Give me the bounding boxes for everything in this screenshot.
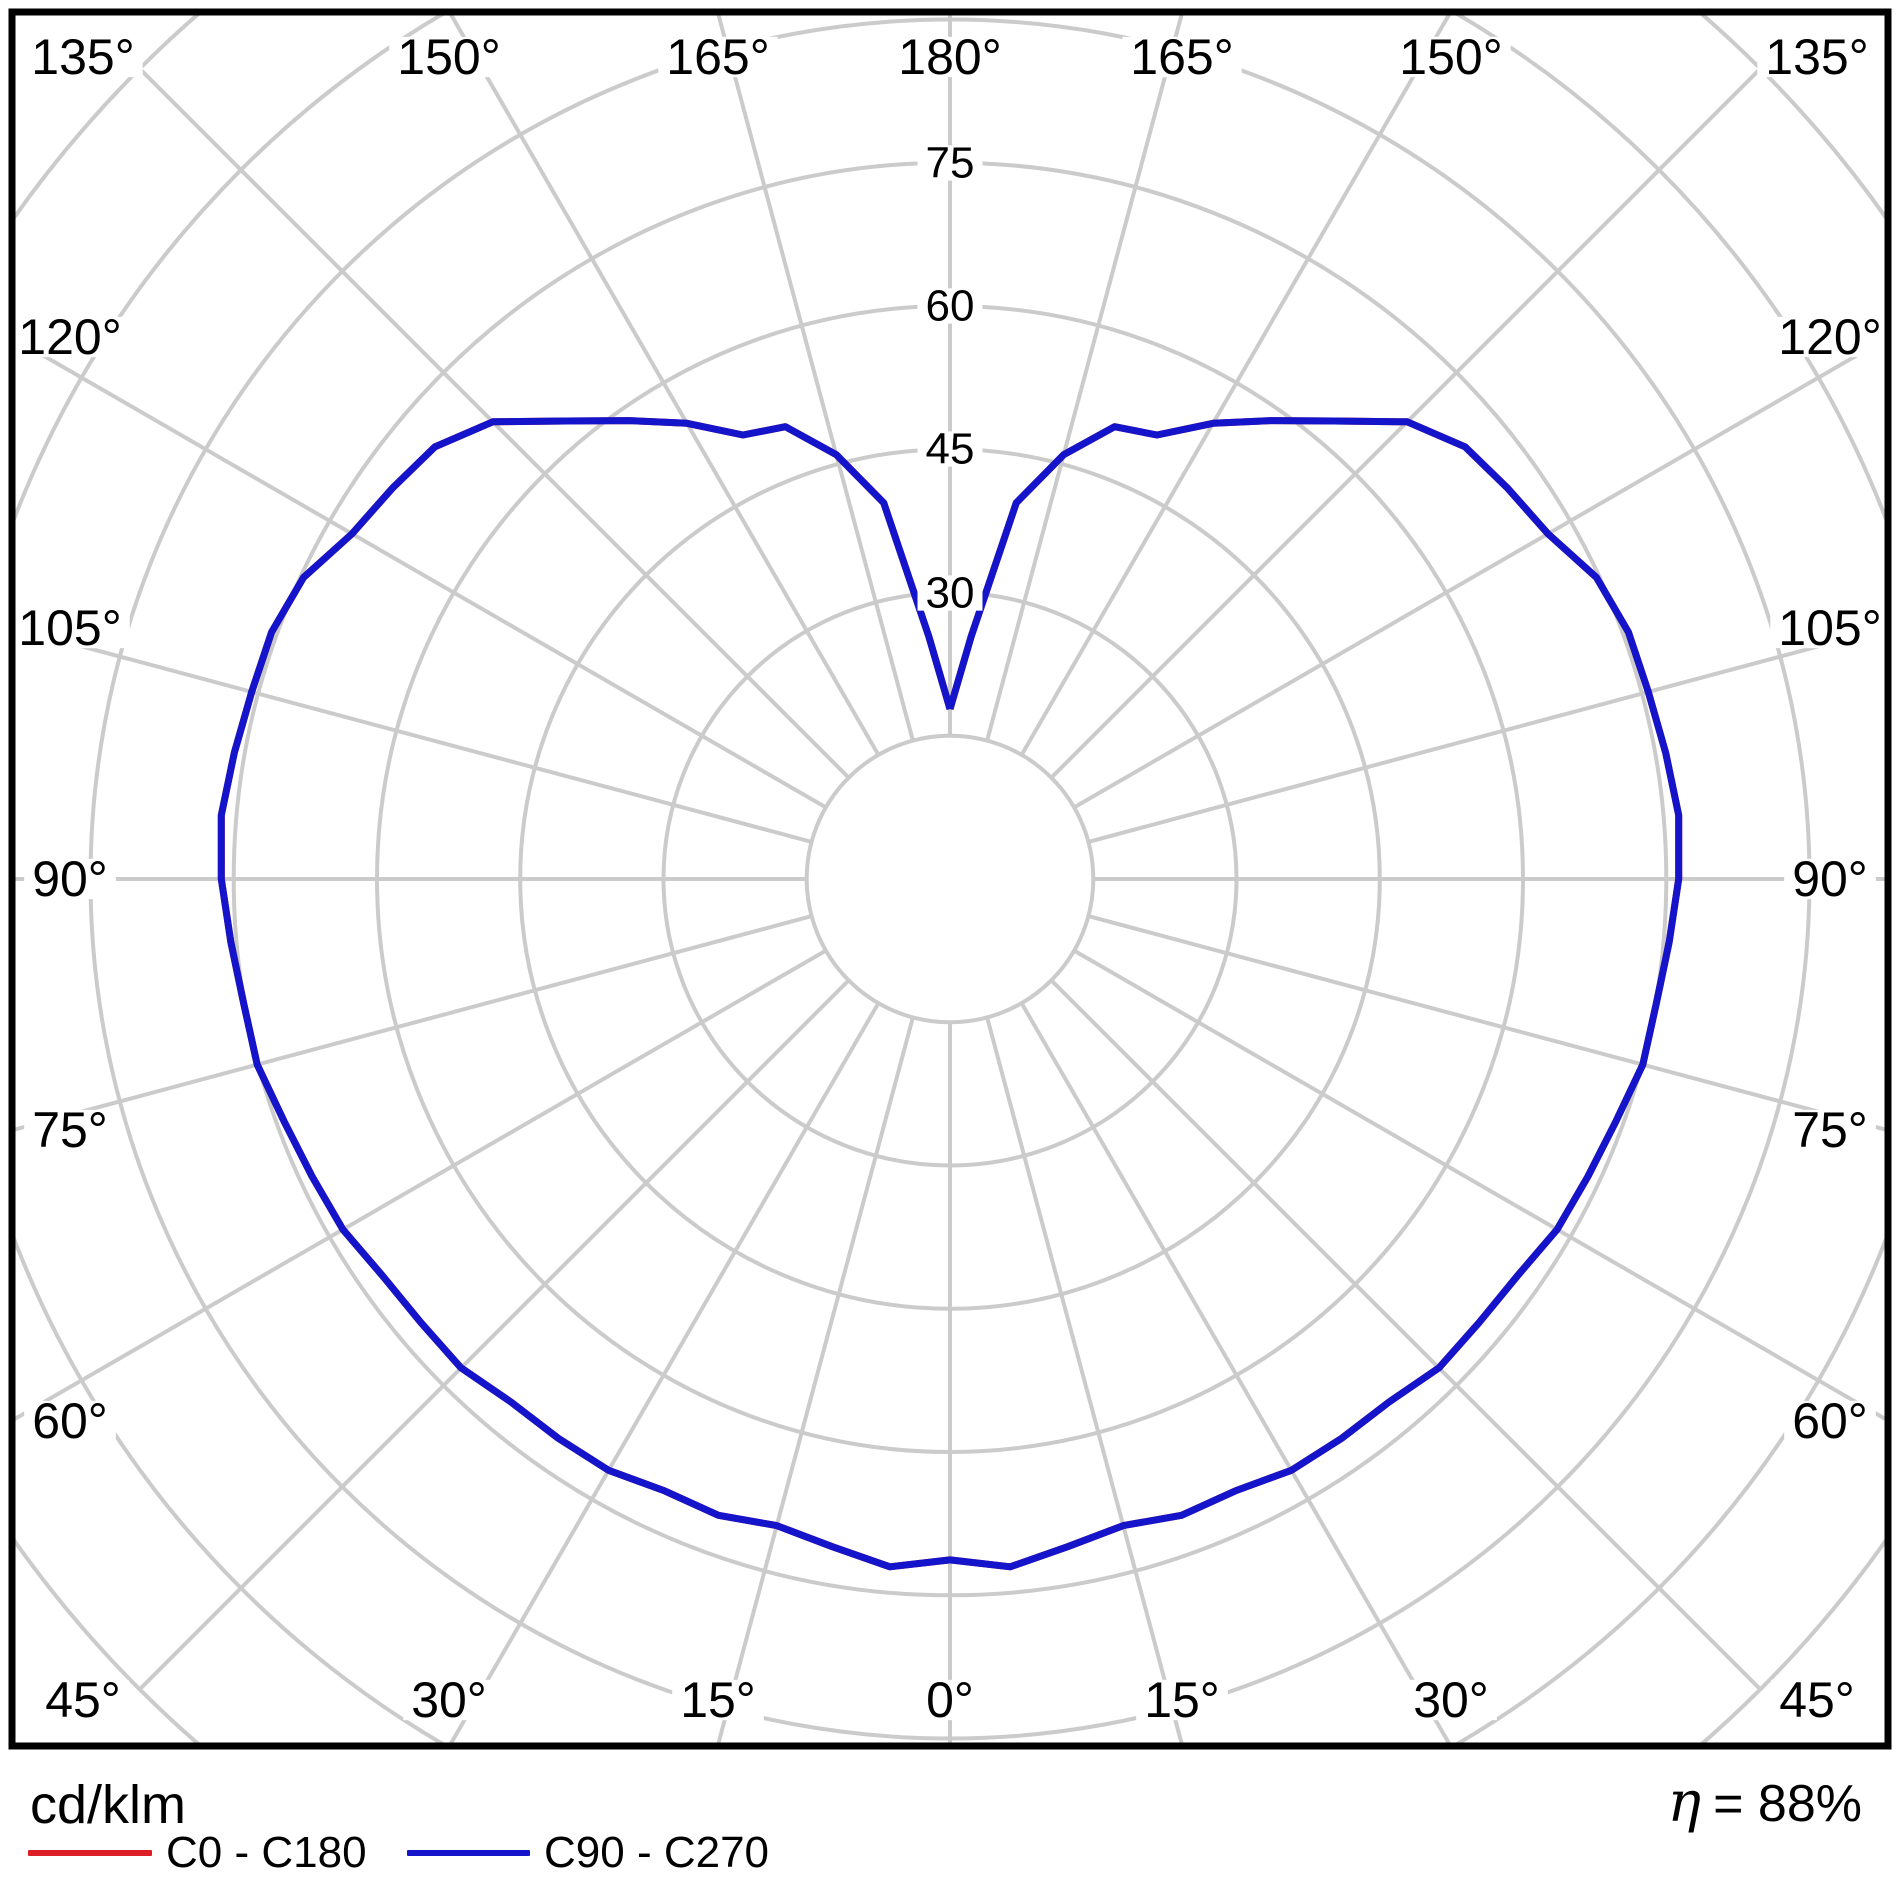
angle-label-left-60-bg (24, 1400, 116, 1442)
radial-label-75: 75 (926, 139, 975, 188)
legend-item-c0-c180: C0 - C180 (28, 1828, 367, 1878)
grid-spoke-300 (12, 948, 827, 1423)
angle-label-left-30: 30° (411, 1672, 487, 1728)
angle-label-left-30-bg (403, 1679, 495, 1721)
labels: 0° 15° 15° 30° 30° 45° 45° 60° 60° 75° 75° 90° 90° 10… (10, 29, 1890, 1728)
angle-label-left-75: 75° (32, 1102, 108, 1158)
radial-label-45-bg (917, 431, 983, 467)
angle-label-left-45: 45° (45, 1672, 121, 1728)
angle-label-left-150-bg (389, 36, 509, 78)
radial-label-30: 30 (926, 569, 975, 618)
angle-label-left-135-bg (23, 36, 143, 78)
angle-label-right-90-bg (1784, 858, 1876, 900)
legend: C0 - C180 C90 - C270 (0, 1828, 1900, 1888)
radial-label-30-bg (917, 575, 983, 611)
angle-label-right-60-bg (1784, 1400, 1876, 1442)
unit-label: cd/klm (30, 1775, 187, 1835)
angle-label-axis-0: 0° (926, 1672, 974, 1728)
red-line-swatch (28, 1850, 152, 1856)
eta-value: = 88% (1713, 1775, 1862, 1833)
grid-spoke-165 (985, 12, 1185, 742)
grid-spoke-75 (1087, 914, 1888, 1133)
angle-label-axis-180: 180° (898, 29, 1001, 85)
angle-label-right-165: 165° (1130, 29, 1233, 85)
grid-spoke-60 (1073, 948, 1888, 1423)
curve-c90-c270 (217, 417, 1683, 1571)
grid-spoke-240 (12, 335, 827, 810)
angle-label-axis-0-bg (918, 1679, 982, 1721)
angle-label-right-150-bg (1391, 36, 1511, 78)
angle-label-left-105: 105° (18, 600, 121, 656)
grid-spoke-105 (1087, 625, 1888, 844)
radial-label-45: 45 (926, 425, 975, 474)
angle-label-right-15-bg (1136, 1679, 1228, 1721)
angle-label-right-105-bg (1770, 607, 1890, 649)
angle-label-left-165: 165° (666, 29, 769, 85)
angle-label-left-150: 150° (397, 29, 500, 85)
angle-label-right-120-bg (1770, 316, 1890, 358)
angle-label-right-135-bg (1757, 36, 1877, 78)
angle-label-left-90: 90° (32, 851, 108, 907)
angle-label-right-75-bg (1784, 1109, 1876, 1151)
angle-label-right-30: 30° (1413, 1672, 1489, 1728)
angle-label-left-90-bg (24, 858, 116, 900)
grid-spoke-15 (985, 1016, 1185, 1746)
angle-label-right-90: 90° (1792, 851, 1868, 907)
angle-label-left-120-bg (10, 316, 130, 358)
angle-label-right-75: 75° (1792, 1102, 1868, 1158)
grid-spoke-285 (12, 914, 813, 1133)
angle-label-left-75-bg (24, 1109, 116, 1151)
angle-label-right-120: 120° (1778, 309, 1881, 365)
blue-line-swatch (407, 1850, 530, 1856)
angle-label-right-135: 135° (1765, 29, 1868, 85)
angle-label-left-120: 120° (18, 309, 121, 365)
plot-border (8, 8, 1892, 1750)
grid-spoke-30 (1019, 1002, 1453, 1746)
angle-label-left-45-bg (37, 1679, 129, 1721)
angle-label-axis-180-bg (890, 36, 1010, 78)
grid-ring-15 (804, 733, 1096, 1025)
angle-label-left-60: 60° (32, 1393, 108, 1449)
angle-label-left-165-bg (658, 36, 778, 78)
legend-label-c90-c270: C90 - C270 (544, 1828, 770, 1877)
curves (217, 417, 1683, 1571)
angle-label-right-30-bg (1405, 1679, 1497, 1721)
angle-label-left-15: 15° (680, 1672, 756, 1728)
angle-label-right-150: 150° (1399, 29, 1502, 85)
angle-label-right-45-bg (1771, 1679, 1863, 1721)
grid-spoke-330 (447, 1002, 881, 1746)
angle-label-right-60: 60° (1792, 1393, 1868, 1449)
angle-label-left-105-bg (10, 607, 130, 649)
grid-spoke-210 (447, 12, 881, 756)
angle-label-left-135: 135° (31, 29, 134, 85)
legend-label-c0-c180: C0 - C180 (166, 1828, 367, 1877)
legend-item-c90-c270: C90 - C270 (407, 1828, 769, 1878)
radial-label-60-bg (917, 288, 983, 324)
radial-label-75-bg (917, 145, 983, 181)
radial-label-60: 60 (926, 282, 975, 331)
grid-spoke-315 (138, 978, 851, 1691)
grid-spoke-150 (1019, 12, 1453, 756)
grid-spoke-45 (1049, 978, 1762, 1691)
efficiency-label: η = 88% (1668, 1770, 1862, 1835)
grid-spoke-195 (715, 12, 915, 742)
eta-symbol: η (1667, 1770, 1702, 1835)
angle-label-right-45: 45° (1779, 1672, 1855, 1728)
angle-label-right-15: 15° (1144, 1672, 1220, 1728)
grid-spoke-345 (715, 1016, 915, 1746)
grid-spoke-255 (12, 625, 813, 844)
angle-label-left-15-bg (672, 1679, 764, 1721)
angle-label-right-105: 105° (1778, 600, 1881, 656)
angle-label-right-165-bg (1122, 36, 1242, 78)
grid-spoke-120 (1073, 335, 1888, 810)
